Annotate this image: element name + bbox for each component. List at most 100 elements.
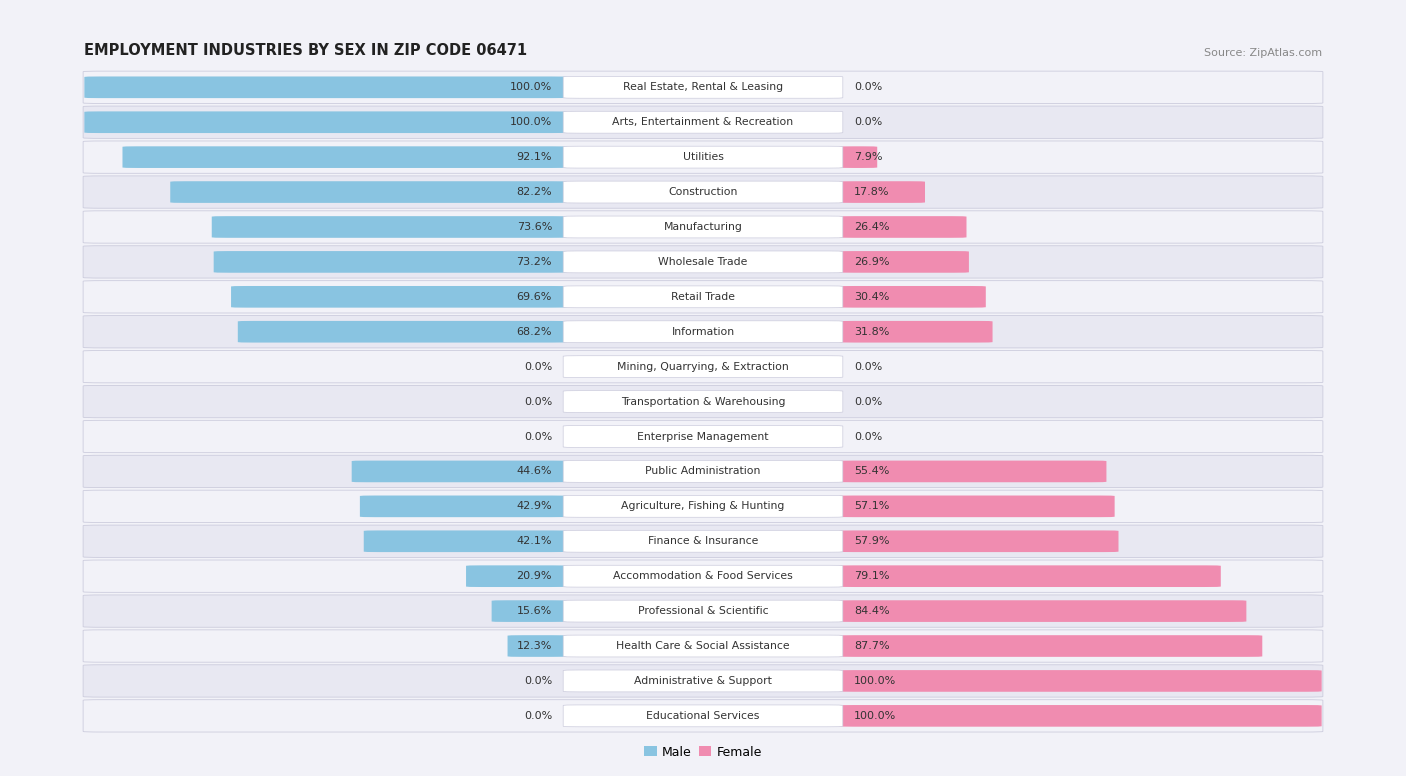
FancyBboxPatch shape xyxy=(83,700,1323,732)
FancyBboxPatch shape xyxy=(564,181,842,203)
FancyBboxPatch shape xyxy=(83,456,1323,487)
FancyBboxPatch shape xyxy=(839,670,1322,691)
Text: 30.4%: 30.4% xyxy=(853,292,890,302)
Text: 0.0%: 0.0% xyxy=(853,117,882,127)
FancyBboxPatch shape xyxy=(231,286,567,307)
FancyBboxPatch shape xyxy=(360,496,567,517)
Text: Manufacturing: Manufacturing xyxy=(664,222,742,232)
FancyBboxPatch shape xyxy=(564,425,842,448)
Text: Wholesale Trade: Wholesale Trade xyxy=(658,257,748,267)
FancyBboxPatch shape xyxy=(83,351,1323,383)
FancyBboxPatch shape xyxy=(564,320,842,343)
FancyBboxPatch shape xyxy=(83,316,1323,348)
Text: 42.9%: 42.9% xyxy=(516,501,553,511)
Text: 0.0%: 0.0% xyxy=(524,397,553,407)
Text: 82.2%: 82.2% xyxy=(516,187,553,197)
Text: Real Estate, Rental & Leasing: Real Estate, Rental & Leasing xyxy=(623,82,783,92)
FancyBboxPatch shape xyxy=(83,386,1323,417)
FancyBboxPatch shape xyxy=(83,490,1323,522)
FancyBboxPatch shape xyxy=(83,560,1323,592)
FancyBboxPatch shape xyxy=(212,217,567,237)
Text: 31.8%: 31.8% xyxy=(853,327,890,337)
FancyBboxPatch shape xyxy=(564,495,842,518)
FancyBboxPatch shape xyxy=(83,211,1323,243)
Text: Transportation & Warehousing: Transportation & Warehousing xyxy=(621,397,785,407)
Text: Finance & Insurance: Finance & Insurance xyxy=(648,536,758,546)
Text: 0.0%: 0.0% xyxy=(853,362,882,372)
FancyBboxPatch shape xyxy=(839,251,969,272)
FancyBboxPatch shape xyxy=(839,566,1220,587)
Text: 84.4%: 84.4% xyxy=(853,606,890,616)
FancyBboxPatch shape xyxy=(170,182,567,203)
FancyBboxPatch shape xyxy=(122,147,567,168)
FancyBboxPatch shape xyxy=(839,286,986,307)
FancyBboxPatch shape xyxy=(564,355,842,378)
FancyBboxPatch shape xyxy=(839,601,1246,622)
Legend: Male, Female: Male, Female xyxy=(640,740,766,764)
Text: 26.9%: 26.9% xyxy=(853,257,890,267)
FancyBboxPatch shape xyxy=(214,251,567,272)
FancyBboxPatch shape xyxy=(564,635,842,657)
Text: 20.9%: 20.9% xyxy=(516,571,553,581)
FancyBboxPatch shape xyxy=(564,390,842,413)
Text: 0.0%: 0.0% xyxy=(524,711,553,721)
FancyBboxPatch shape xyxy=(564,705,842,727)
FancyBboxPatch shape xyxy=(564,565,842,587)
FancyBboxPatch shape xyxy=(83,630,1323,662)
Text: 55.4%: 55.4% xyxy=(853,466,890,476)
Text: Enterprise Management: Enterprise Management xyxy=(637,431,769,442)
FancyBboxPatch shape xyxy=(83,246,1323,278)
FancyBboxPatch shape xyxy=(83,106,1323,138)
Text: 0.0%: 0.0% xyxy=(853,431,882,442)
FancyBboxPatch shape xyxy=(84,112,567,133)
Text: Professional & Scientific: Professional & Scientific xyxy=(638,606,768,616)
Text: 42.1%: 42.1% xyxy=(516,536,553,546)
FancyBboxPatch shape xyxy=(564,460,842,483)
FancyBboxPatch shape xyxy=(83,141,1323,173)
Text: 87.7%: 87.7% xyxy=(853,641,890,651)
Text: 57.1%: 57.1% xyxy=(853,501,890,511)
FancyBboxPatch shape xyxy=(564,670,842,692)
Text: 100.0%: 100.0% xyxy=(853,676,896,686)
FancyBboxPatch shape xyxy=(839,217,966,237)
Text: 68.2%: 68.2% xyxy=(516,327,553,337)
Text: 15.6%: 15.6% xyxy=(517,606,553,616)
FancyBboxPatch shape xyxy=(83,281,1323,313)
Text: 0.0%: 0.0% xyxy=(853,82,882,92)
FancyBboxPatch shape xyxy=(564,530,842,553)
FancyBboxPatch shape xyxy=(508,636,567,656)
Text: 73.2%: 73.2% xyxy=(516,257,553,267)
FancyBboxPatch shape xyxy=(839,705,1322,726)
Text: Source: ZipAtlas.com: Source: ZipAtlas.com xyxy=(1204,48,1322,58)
Text: 0.0%: 0.0% xyxy=(524,362,553,372)
Text: Agriculture, Fishing & Hunting: Agriculture, Fishing & Hunting xyxy=(621,501,785,511)
Text: 12.3%: 12.3% xyxy=(516,641,553,651)
FancyBboxPatch shape xyxy=(564,111,842,133)
Text: Administrative & Support: Administrative & Support xyxy=(634,676,772,686)
Text: 100.0%: 100.0% xyxy=(853,711,896,721)
Text: 0.0%: 0.0% xyxy=(524,431,553,442)
FancyBboxPatch shape xyxy=(83,176,1323,208)
Text: Health Care & Social Assistance: Health Care & Social Assistance xyxy=(616,641,790,651)
FancyBboxPatch shape xyxy=(83,595,1323,627)
FancyBboxPatch shape xyxy=(492,601,567,622)
Text: Educational Services: Educational Services xyxy=(647,711,759,721)
Text: 57.9%: 57.9% xyxy=(853,536,890,546)
FancyBboxPatch shape xyxy=(83,665,1323,697)
Text: Accommodation & Food Services: Accommodation & Food Services xyxy=(613,571,793,581)
Text: 100.0%: 100.0% xyxy=(510,117,553,127)
Text: 26.4%: 26.4% xyxy=(853,222,890,232)
Text: 7.9%: 7.9% xyxy=(853,152,883,162)
Text: Retail Trade: Retail Trade xyxy=(671,292,735,302)
FancyBboxPatch shape xyxy=(839,531,1119,552)
FancyBboxPatch shape xyxy=(839,321,993,342)
Text: 69.6%: 69.6% xyxy=(516,292,553,302)
FancyBboxPatch shape xyxy=(83,421,1323,452)
FancyBboxPatch shape xyxy=(238,321,567,342)
FancyBboxPatch shape xyxy=(839,496,1115,517)
FancyBboxPatch shape xyxy=(839,147,877,168)
FancyBboxPatch shape xyxy=(364,531,567,552)
FancyBboxPatch shape xyxy=(564,600,842,622)
Text: Information: Information xyxy=(672,327,734,337)
FancyBboxPatch shape xyxy=(564,216,842,238)
